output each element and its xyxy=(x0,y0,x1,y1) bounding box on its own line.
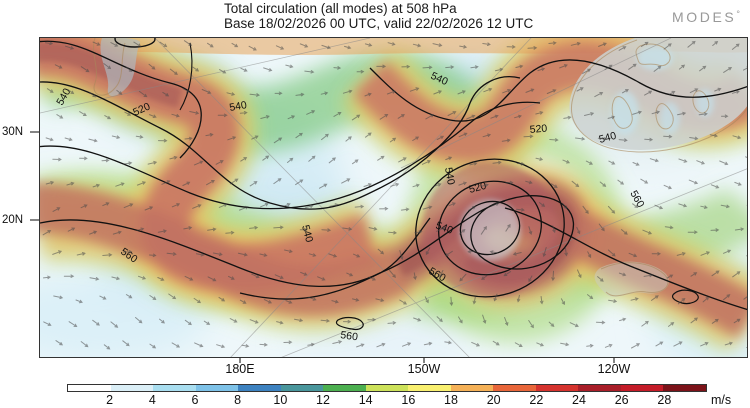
svg-text:520: 520 xyxy=(529,122,548,135)
svg-text:560: 560 xyxy=(340,329,359,343)
